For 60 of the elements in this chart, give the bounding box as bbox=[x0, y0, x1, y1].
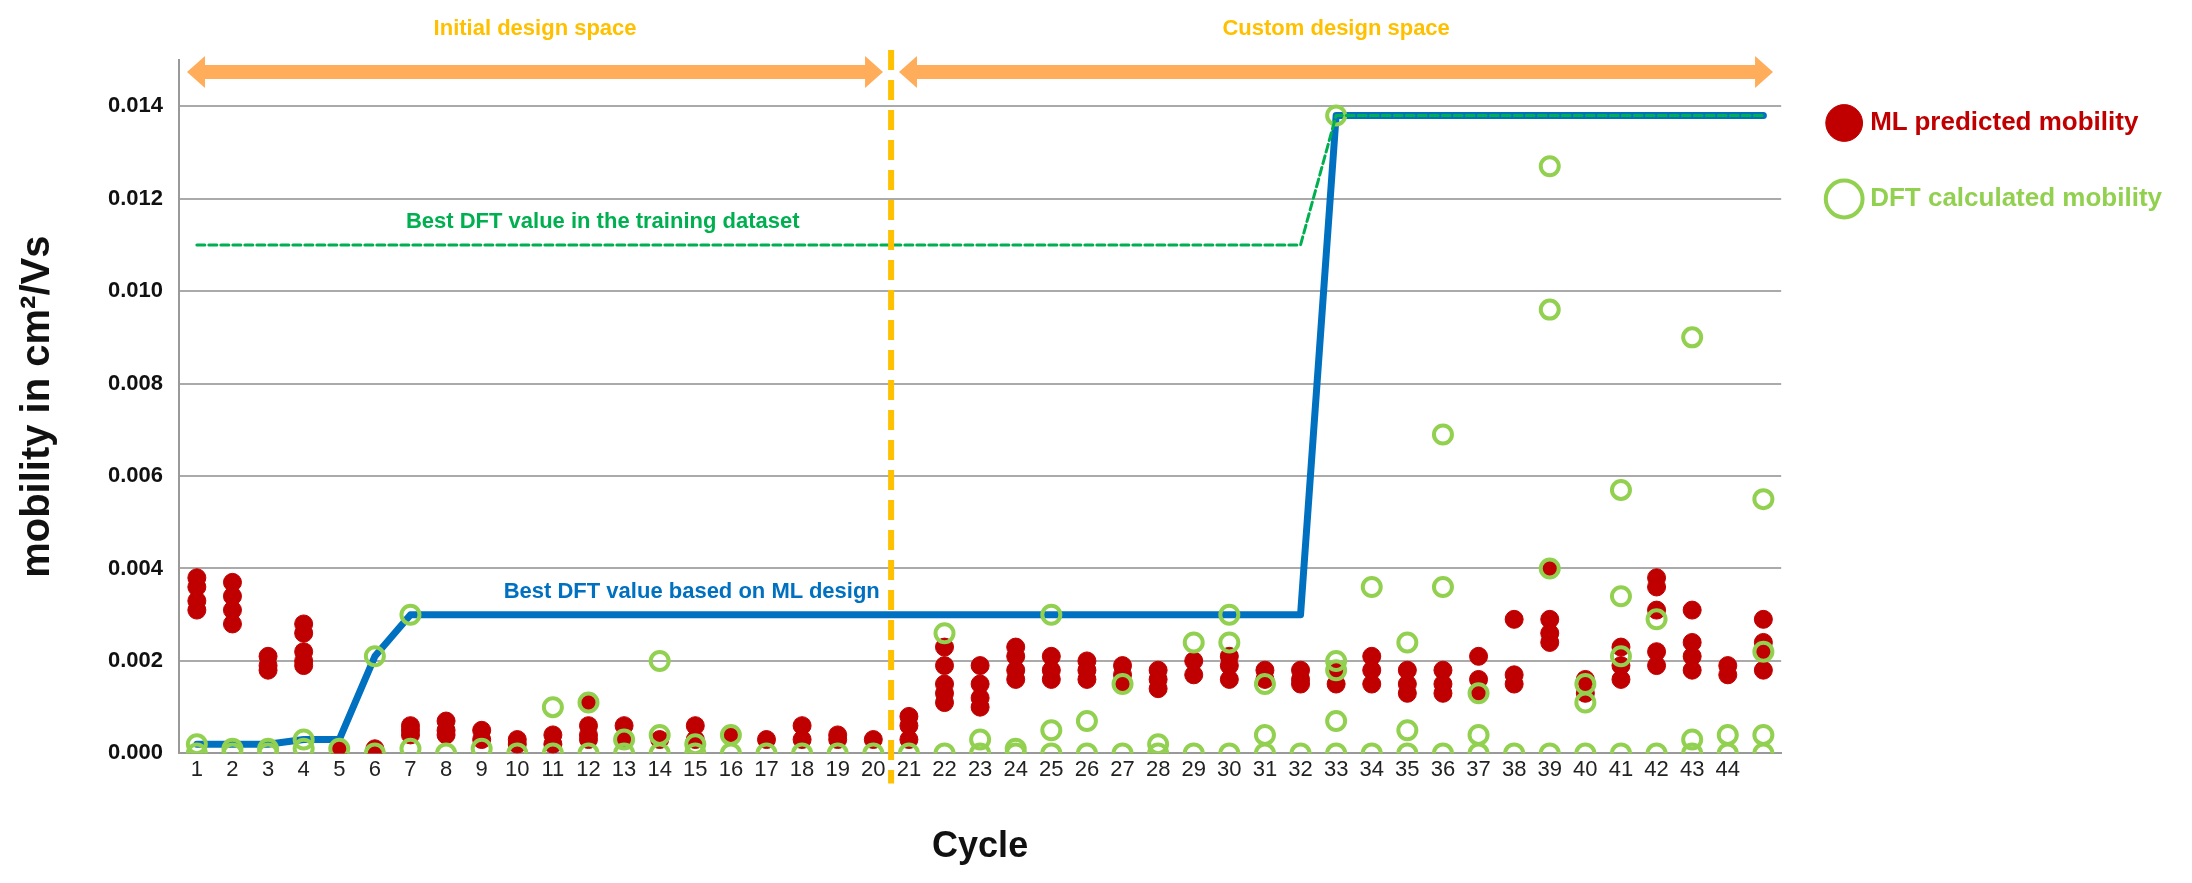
x-tick-label: 12 bbox=[576, 755, 601, 781]
x-tick-label: 11 bbox=[541, 755, 565, 781]
x-axis-title: Cycle bbox=[932, 824, 1029, 866]
x-tick-label: 32 bbox=[1288, 755, 1313, 781]
legend-label: ML predicted mobility bbox=[1870, 106, 2139, 137]
x-tick-label: 34 bbox=[1359, 755, 1384, 781]
x-tick-label: 15 bbox=[683, 755, 708, 781]
y-tick-label: 0.002 bbox=[107, 647, 164, 673]
x-tick-label: 24 bbox=[1003, 755, 1028, 781]
x-tick-label: 39 bbox=[1537, 755, 1562, 781]
x-tick-label: 9 bbox=[475, 755, 488, 781]
y-tick-label: 0.004 bbox=[107, 554, 164, 580]
y-tick-label: 0.000 bbox=[107, 739, 164, 765]
x-tick-label: 38 bbox=[1501, 755, 1527, 781]
x-tick-label: 44 bbox=[1715, 755, 1741, 781]
annotation: Best DFT value in the training dataset bbox=[405, 207, 801, 233]
x-tick-label: 30 bbox=[1217, 755, 1242, 781]
x-tick-label: 17 bbox=[754, 755, 779, 781]
x-tick-label: 22 bbox=[932, 755, 957, 781]
x-tick-label: 29 bbox=[1181, 755, 1206, 781]
x-tick-label: 7 bbox=[404, 755, 417, 781]
x-tick-label: 26 bbox=[1074, 755, 1100, 781]
x-tick-label: 36 bbox=[1430, 755, 1456, 781]
x-tick-label: 25 bbox=[1039, 755, 1064, 781]
y-tick-label: 0.012 bbox=[107, 184, 164, 210]
y-tick-label: 0.006 bbox=[107, 462, 164, 488]
x-tick-label: 1 bbox=[190, 755, 203, 781]
x-tick-label: 35 bbox=[1395, 755, 1420, 781]
y-tick-label: 0.008 bbox=[107, 369, 164, 395]
x-tick-label: 14 bbox=[647, 755, 672, 781]
x-tick-label: 28 bbox=[1145, 755, 1171, 781]
x-tick-label: 41 bbox=[1608, 755, 1634, 781]
x-tick-label: 27 bbox=[1110, 755, 1135, 781]
x-tick-label: 19 bbox=[825, 755, 850, 781]
y-tick-label: 0.010 bbox=[107, 277, 164, 303]
x-tick-label: 16 bbox=[718, 755, 744, 781]
x-tick-label: 33 bbox=[1323, 755, 1349, 781]
annotation: Best DFT value based on ML design bbox=[503, 577, 880, 603]
x-tick-label: 3 bbox=[261, 755, 275, 781]
x-tick-label: 43 bbox=[1679, 755, 1705, 781]
x-tick-label: 6 bbox=[368, 755, 381, 781]
x-tick-label: 31 bbox=[1252, 755, 1278, 781]
legend-label: DFT calculated mobility bbox=[1870, 182, 2163, 213]
x-tick-label: 37 bbox=[1466, 755, 1491, 781]
y-tick-label: 0.014 bbox=[107, 92, 164, 118]
x-tick-label: 42 bbox=[1644, 755, 1669, 781]
y-axis-title: mobility in cm²/Vs bbox=[13, 235, 58, 578]
text: Initial design space bbox=[433, 15, 637, 41]
x-tick-label: 23 bbox=[967, 755, 993, 781]
x-tick-label: 40 bbox=[1573, 755, 1598, 781]
x-tick-label: 20 bbox=[861, 755, 886, 781]
text: Custom design space bbox=[1222, 15, 1450, 41]
x-tick-label: 8 bbox=[439, 755, 453, 781]
x-tick-label: 13 bbox=[611, 755, 637, 781]
x-tick-label: 5 bbox=[333, 755, 346, 781]
x-tick-label: 4 bbox=[297, 755, 310, 781]
x-tick-label: 18 bbox=[789, 755, 815, 781]
x-tick-label: 2 bbox=[226, 755, 239, 781]
x-tick-label: 21 bbox=[896, 755, 922, 781]
x-tick-label: 10 bbox=[505, 755, 530, 781]
